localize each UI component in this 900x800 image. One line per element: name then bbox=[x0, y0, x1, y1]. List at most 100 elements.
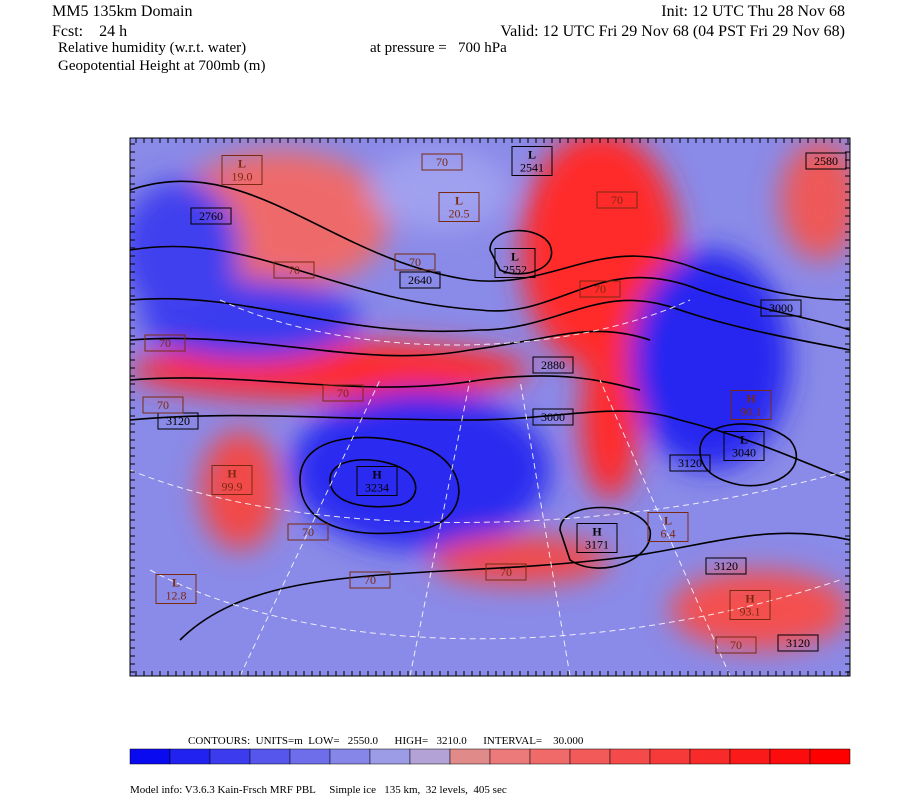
label-value: 70 bbox=[594, 282, 606, 296]
label-value: 70 bbox=[364, 573, 376, 587]
height-contours bbox=[130, 180, 850, 641]
label-box bbox=[729, 590, 771, 620]
label-box bbox=[399, 271, 441, 289]
map-labels: L2541L2552H3234H3171L3040276026402880300… bbox=[142, 146, 847, 654]
label-box bbox=[155, 574, 197, 604]
color-swatch bbox=[529, 748, 571, 765]
center-symbol: L bbox=[511, 250, 519, 264]
label-value: 3040 bbox=[732, 446, 756, 460]
label-box bbox=[485, 563, 527, 581]
map-label: L6.4 bbox=[647, 512, 689, 542]
label-value: 70 bbox=[337, 386, 349, 400]
label-value: 20.5 bbox=[449, 207, 470, 221]
label-box bbox=[356, 466, 398, 496]
label-value: 12.8 bbox=[166, 589, 187, 603]
label-box bbox=[190, 207, 232, 225]
label-box bbox=[723, 431, 765, 461]
label-value: 3171 bbox=[585, 538, 609, 552]
label-box bbox=[273, 261, 315, 279]
color-swatch bbox=[489, 748, 531, 765]
center-symbol: H bbox=[372, 468, 382, 482]
label-box bbox=[576, 523, 618, 553]
map-label: 2760 bbox=[190, 207, 232, 225]
label-box bbox=[715, 636, 757, 654]
init-time: Init: 12 UTC Thu 28 Nov 68 bbox=[661, 3, 845, 20]
map-label: 70 bbox=[715, 636, 757, 654]
map-label: 70 bbox=[485, 563, 527, 581]
label-value: 3120 bbox=[678, 456, 702, 470]
color-swatch bbox=[689, 748, 731, 765]
map-label: 70 bbox=[287, 523, 329, 541]
label-value: 2640 bbox=[408, 273, 432, 287]
color-swatch bbox=[449, 748, 491, 765]
label-value: 6.4 bbox=[661, 527, 676, 541]
map-label: 2880 bbox=[532, 356, 574, 374]
map-label: 2640 bbox=[399, 271, 441, 289]
frame-ticks bbox=[130, 138, 850, 676]
center-symbol: H bbox=[592, 525, 602, 539]
label-value: 2580 bbox=[814, 154, 838, 168]
center-symbol: L bbox=[455, 194, 463, 208]
label-value: 3000 bbox=[541, 410, 565, 424]
label-box bbox=[532, 356, 574, 374]
label-value: 3120 bbox=[786, 636, 810, 650]
color-swatch bbox=[209, 748, 251, 765]
map-label: 70 bbox=[579, 280, 621, 298]
label-box bbox=[760, 299, 802, 317]
label-value: 90.1 bbox=[741, 405, 762, 419]
forecast: Fcst: 24 h bbox=[52, 23, 127, 40]
map-label: 70 bbox=[322, 384, 364, 402]
domain: MM5 135km Domain bbox=[52, 3, 192, 20]
contour-info: CONTOURS: UNITS=m LOW= 2550.0 HIGH= 3210… bbox=[188, 735, 584, 747]
map-label: 3120 bbox=[777, 634, 819, 652]
center-symbol: L bbox=[664, 514, 672, 528]
center-symbol: H bbox=[227, 467, 237, 481]
label-box bbox=[777, 634, 819, 652]
center-symbol: L bbox=[238, 157, 246, 171]
label-box bbox=[647, 512, 689, 542]
label-value: 70 bbox=[730, 638, 742, 652]
label-value: 70 bbox=[611, 193, 623, 207]
map-label: 3120 bbox=[705, 557, 747, 575]
map-area bbox=[130, 138, 850, 676]
color-swatch bbox=[409, 748, 451, 765]
map-label: 70 bbox=[273, 261, 315, 279]
label-value: 19.0 bbox=[232, 170, 253, 184]
center-symbol: H bbox=[746, 392, 756, 406]
label-value: 2760 bbox=[199, 209, 223, 223]
label-box bbox=[511, 146, 553, 176]
label-box bbox=[221, 155, 263, 185]
label-box bbox=[579, 280, 621, 298]
center-symbol: L bbox=[528, 148, 536, 162]
model-info: Model info: V3.6.3 Kain-Frsch MRF PBL Si… bbox=[130, 784, 507, 796]
field-1: Relative humidity (w.r.t. water) bbox=[58, 40, 246, 56]
map-frame bbox=[129, 137, 851, 677]
color-swatch bbox=[169, 748, 211, 765]
label-box bbox=[211, 465, 253, 495]
label-box bbox=[349, 571, 391, 589]
label-value: 93.1 bbox=[740, 605, 761, 619]
color-swatch bbox=[369, 748, 411, 765]
center-symbol: L bbox=[172, 576, 180, 590]
color-swatch bbox=[329, 748, 371, 765]
label-value: 3234 bbox=[365, 481, 389, 495]
map-label: L12.8 bbox=[155, 574, 197, 604]
label-value: 3120 bbox=[166, 414, 190, 428]
label-box bbox=[805, 152, 847, 170]
map-label: L20.5 bbox=[438, 192, 480, 222]
label-value: 70 bbox=[302, 525, 314, 539]
label-box bbox=[669, 454, 711, 472]
label-value: 3000 bbox=[769, 301, 793, 315]
label-value: 2880 bbox=[541, 358, 565, 372]
color-bar bbox=[129, 748, 851, 765]
field-2: Geopotential Height at 700mb (m) bbox=[58, 58, 265, 74]
map-label: H99.9 bbox=[211, 465, 253, 495]
label-box bbox=[144, 334, 186, 352]
